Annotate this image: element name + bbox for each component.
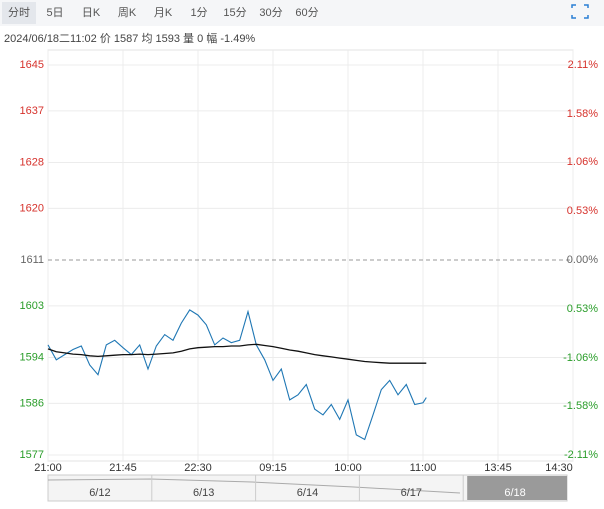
info-datetime: 2024/06/18二11:02 bbox=[4, 33, 97, 45]
tab[interactable]: 15分 bbox=[223, 6, 246, 19]
y-tick-label: 1577 bbox=[20, 449, 44, 461]
info-price-label: 价 bbox=[100, 32, 111, 45]
x-tick-label: 10:00 bbox=[334, 462, 362, 474]
y2-tick-label: 0.00% bbox=[567, 254, 598, 266]
y2-tick-label: 0.53% bbox=[567, 303, 598, 315]
tab-active bbox=[2, 2, 36, 24]
navigator-date[interactable]: 6/18 bbox=[504, 487, 525, 499]
tab[interactable]: 月K bbox=[154, 7, 173, 19]
y-tick-label: 1645 bbox=[20, 59, 44, 71]
info-change-label: 幅 bbox=[206, 32, 217, 45]
tab[interactable]: 60分 bbox=[295, 6, 318, 19]
y2-tick-label: -2.11% bbox=[564, 449, 598, 461]
info-volume: 0 bbox=[197, 33, 203, 45]
y2-tick-label: -1.06% bbox=[563, 352, 598, 364]
navigator-selected bbox=[467, 476, 567, 500]
x-tick-label: 13:45 bbox=[484, 462, 512, 474]
navigator-date[interactable]: 6/12 bbox=[89, 487, 110, 499]
navigator-date[interactable]: 6/13 bbox=[193, 487, 214, 499]
x-tick-label: 09:15 bbox=[259, 462, 287, 474]
x-tick-label: 21:00 bbox=[34, 462, 62, 474]
navigator: 6/12 6/13 6/14 6/17 6/18 bbox=[47, 474, 568, 502]
tab[interactable]: 分时 bbox=[8, 6, 30, 19]
y-tick-label: 1620 bbox=[20, 202, 44, 214]
x-tick-label: 21:45 bbox=[109, 462, 137, 474]
info-price: 1587 bbox=[114, 33, 138, 45]
tab[interactable]: 周K bbox=[118, 6, 137, 19]
x-tick-label: 14:30 bbox=[545, 462, 573, 474]
info-avg: 1593 bbox=[156, 33, 180, 45]
y-tick-label: 1586 bbox=[20, 397, 44, 409]
y-tick-label: 1611 bbox=[20, 254, 44, 266]
navigator-trace bbox=[47, 478, 461, 494]
price-line bbox=[47, 309, 427, 441]
y-tick-label: 1603 bbox=[20, 300, 44, 312]
y2-tick-label: 1.06% bbox=[567, 156, 598, 168]
info-text: 2024/06/18二11:02 价 1587 均 1593 量 0 幅 -1.… bbox=[4, 32, 255, 45]
plot: 21:00 21:45 22:30 09:15 10:00 11:00 13:45 14:30… bbox=[20, 49, 599, 474]
info-line: 2024/06/18二11:02 价 1587 均 1593 量 0 幅 -1.… bbox=[4, 32, 255, 45]
tabs: 分时 5日 日K 周K 月K 1分 15分 30分 60分 bbox=[2, 2, 319, 24]
plot-border bbox=[47, 49, 574, 462]
y-tick-label: 1637 bbox=[20, 105, 44, 117]
info-change: -1.49% bbox=[220, 33, 255, 45]
tab[interactable]: 1分 bbox=[190, 6, 207, 19]
tab-bar bbox=[0, 0, 604, 26]
y2-tick-label: 2.11% bbox=[568, 59, 599, 71]
y-tick-label: 1594 bbox=[20, 351, 44, 363]
y-tick-label: 1628 bbox=[20, 156, 44, 168]
navigator-date[interactable]: 6/14 bbox=[297, 487, 318, 499]
info-avg-label: 均 bbox=[141, 32, 152, 45]
tab[interactable]: 日K bbox=[82, 7, 101, 19]
average-line bbox=[47, 343, 427, 364]
fullscreen-icon[interactable] bbox=[571, 4, 589, 19]
info-volume-label: 量 bbox=[183, 32, 194, 45]
tab[interactable]: 5日 bbox=[46, 7, 63, 19]
tab[interactable]: 30分 bbox=[259, 6, 282, 19]
y2-tick-label: 1.58% bbox=[567, 108, 598, 120]
x-tick-label: 22:30 bbox=[184, 462, 212, 474]
x-tick-label: 11:00 bbox=[410, 462, 437, 474]
y2-tick-label: -1.58% bbox=[563, 400, 598, 412]
navigator-date[interactable]: 6/17 bbox=[401, 487, 422, 499]
y2-tick-label: 0.53% bbox=[567, 205, 598, 217]
